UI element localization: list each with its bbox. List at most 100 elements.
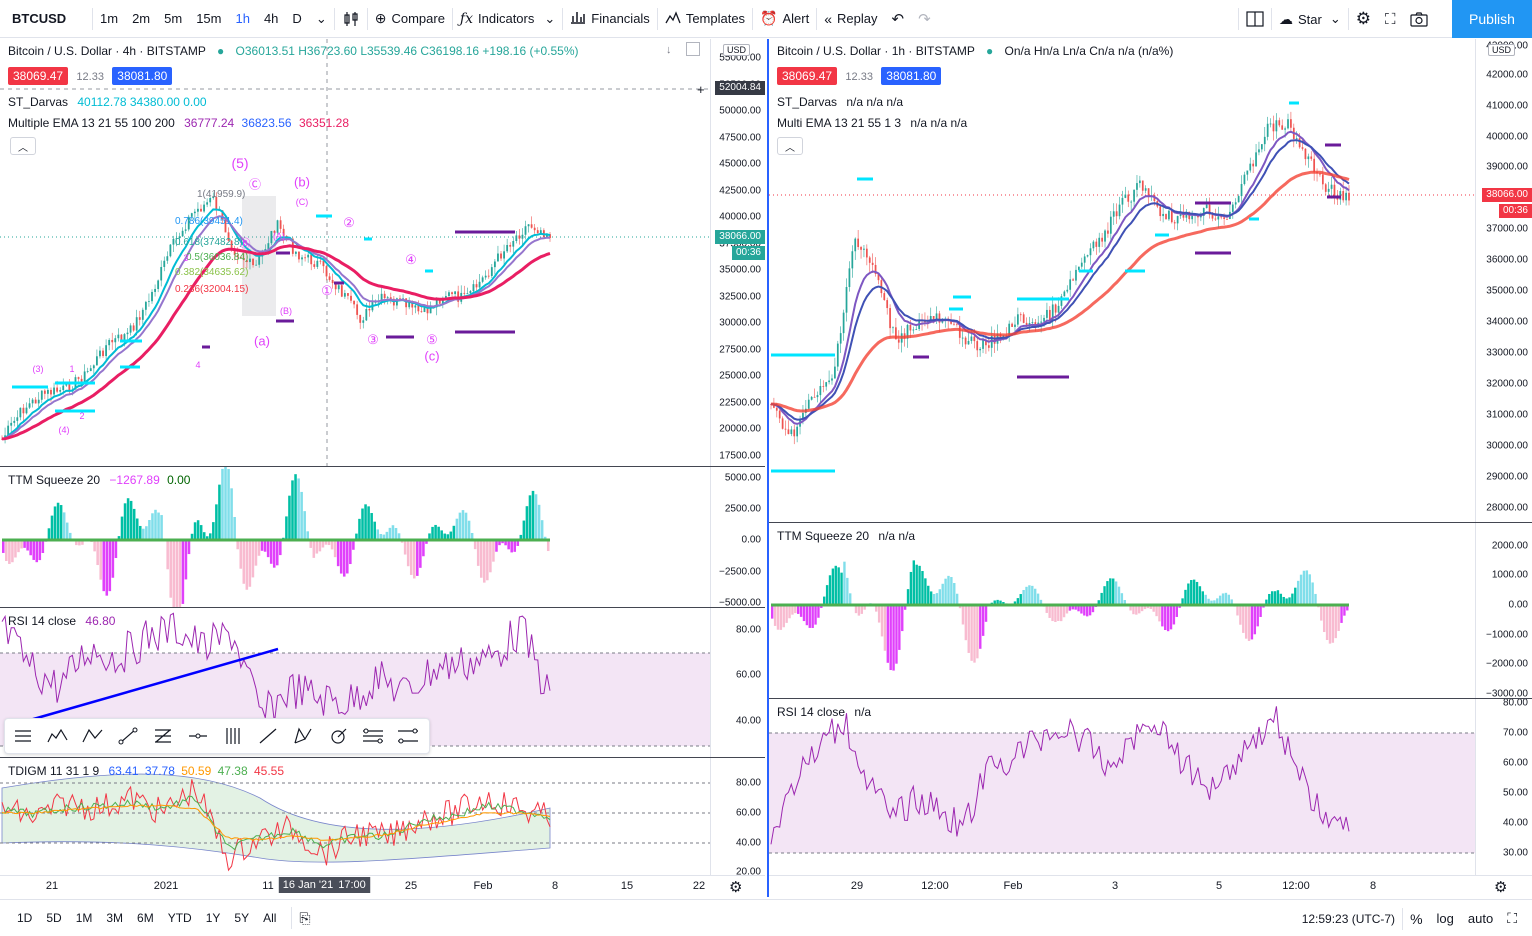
left-price-pane[interactable]: 55000.0052500.0050000.0047500.0045000.00… <box>0 39 765 466</box>
right-ttm-pane[interactable]: 2000.00 1000.00 0.00 −1000.00 −2000.00 −3000.… <box>769 523 1532 698</box>
right-chart-panel[interactable]: 43000.0042000.0041000.0040000.0039000.00… <box>767 39 1532 897</box>
rsi-legend[interactable]: RSI 14 close n/a <box>777 705 871 719</box>
left-ttm-chart[interactable] <box>0 467 710 607</box>
interval-1h[interactable]: 1h <box>235 11 250 26</box>
currency-badge[interactable]: USD <box>1488 44 1516 56</box>
left-rsi-axis[interactable]: 80.00 60.00 40.00 <box>710 608 765 757</box>
elliott-impulse-icon[interactable] <box>40 719 75 753</box>
left-ttm-axis[interactable]: 5000.00 2500.00 0.00 −2500.00 −5000.00 <box>710 467 765 607</box>
ema-legend[interactable]: Multiple EMA 13 21 55 100 200 36777.24 3… <box>8 116 349 130</box>
trend-line-icon[interactable] <box>110 719 145 753</box>
indicators-button[interactable]: ƒx Indicators ⌄ <box>453 0 562 38</box>
chevron-down-icon[interactable]: ⌄ <box>315 10 327 26</box>
right-rsi-chart[interactable] <box>769 699 1475 875</box>
interval-1m[interactable]: 1m <box>100 11 119 26</box>
gear-icon[interactable]: ⚙ <box>729 879 743 896</box>
darvas-legend[interactable]: ST_Darvas 40112.78 34380.00 0.00 <box>8 95 207 109</box>
gear-icon[interactable]: ⚙ <box>1355 9 1371 28</box>
gear-icon[interactable]: ⚙ <box>1494 879 1508 896</box>
left-ttm-pane[interactable]: 5000.00 2500.00 0.00 −2500.00 −5000.00 TTM S… <box>0 467 765 607</box>
range-6m[interactable]: 6M <box>137 911 154 925</box>
bid-price-badge[interactable]: 38069.47 <box>777 67 838 85</box>
currency-badge[interactable]: USD <box>723 44 751 56</box>
log-scale-toggle[interactable]: log <box>1436 911 1454 926</box>
collapse-legend-button[interactable]: ︿ <box>10 137 36 155</box>
left-price-chart[interactable] <box>0 39 710 466</box>
range-5y[interactable]: 5Y <box>234 911 250 925</box>
rsi-legend[interactable]: RSI 14 close 46.80 <box>8 614 115 628</box>
fib-retracement-icon[interactable] <box>145 719 180 753</box>
right-time-axis[interactable]: 29 12:00 Feb 3 5 12:00 8 ⚙ <box>769 875 1532 897</box>
ask-price-badge[interactable]: 38081.80 <box>881 67 942 85</box>
replay-button[interactable]: « Replay <box>817 0 884 38</box>
clock-readout[interactable]: 12:59:23 (UTC-7) <box>1301 911 1396 926</box>
range-all[interactable]: All <box>263 911 277 925</box>
pane-divider[interactable] <box>0 607 765 608</box>
layout-icon[interactable] <box>1239 0 1271 38</box>
collapse-legend-button[interactable]: ︿ <box>777 137 803 155</box>
templates-button[interactable]: Templates <box>658 0 752 38</box>
horizontal-line-icon[interactable] <box>180 719 215 753</box>
crosshair-plus-icon[interactable]: + <box>697 82 705 97</box>
right-price-pane[interactable]: 43000.0042000.0041000.0040000.0039000.00… <box>769 39 1532 522</box>
right-ttm-axis[interactable]: 2000.00 1000.00 0.00 −1000.00 −2000.00 −3000.… <box>1475 523 1532 698</box>
right-ttm-chart[interactable] <box>769 523 1475 698</box>
financials-button[interactable]: Financials <box>563 0 657 38</box>
right-rsi-axis[interactable]: 80.00 70.00 60.00 50.00 40.00 30.00 <box>1475 699 1532 875</box>
fullscreen-icon[interactable]: ⛶ <box>1385 10 1396 28</box>
ray-icon[interactable] <box>250 719 285 753</box>
right-rsi-pane[interactable]: 80.00 70.00 60.00 50.00 40.00 30.00 RSI 14 cl… <box>769 699 1532 875</box>
ttm-legend[interactable]: TTM Squeeze 20 −1267.89 0.00 <box>8 473 190 487</box>
range-5d[interactable]: 5D <box>46 911 62 925</box>
left-tdi-chart[interactable] <box>0 758 710 876</box>
left-chart-panel[interactable]: 55000.0052500.0050000.0047500.0045000.00… <box>0 39 765 897</box>
maximize-pane-icon[interactable] <box>686 42 700 56</box>
range-1d[interactable]: 1D <box>17 911 33 925</box>
bid-price-badge[interactable]: 38069.47 <box>8 67 69 85</box>
auto-scale-toggle[interactable]: auto <box>1467 911 1494 926</box>
price-range-icon[interactable] <box>390 719 425 753</box>
vertical-lines-icon[interactable] <box>215 719 250 753</box>
pane-divider[interactable] <box>769 522 1532 523</box>
range-1m[interactable]: 1M <box>75 911 93 925</box>
ema-legend[interactable]: Multi EMA 13 21 55 1 3 n/a n/a n/a <box>777 116 967 130</box>
camera-icon[interactable] <box>1403 0 1435 38</box>
drag-handle-icon[interactable] <box>5 719 40 753</box>
right-price-chart[interactable] <box>769 39 1475 522</box>
pane-divider[interactable] <box>769 698 1532 699</box>
range-1y[interactable]: 1Y <box>205 911 221 925</box>
left-time-axis[interactable]: 21 2021 11 16 Jan '21 17:00 25 Feb 8 15 … <box>0 875 765 897</box>
pane-divider[interactable] <box>0 757 765 758</box>
ttm-legend[interactable]: TTM Squeeze 20 n/a n/a <box>777 529 915 543</box>
publish-button[interactable]: Publish <box>1452 0 1532 38</box>
range-ytd[interactable]: YTD <box>167 911 192 925</box>
xabcd-pattern-icon[interactable] <box>285 719 320 753</box>
symbol-search[interactable]: BTCUSD <box>12 11 67 26</box>
interval-5m[interactable]: 5m <box>164 11 183 26</box>
compare-button[interactable]: ⊕ Compare <box>368 0 452 38</box>
interval-4h[interactable]: 4h <box>263 11 279 26</box>
darvas-legend[interactable]: ST_Darvas n/a n/a n/a <box>777 95 903 109</box>
ask-price-badge[interactable]: 38081.80 <box>112 67 173 85</box>
interval-15m[interactable]: 15m <box>196 11 222 26</box>
fullscreen-icon[interactable]: ⛶ <box>1507 910 1517 926</box>
tdi-legend[interactable]: TDIGM 11 31 1 9 63.41 37.78 50.59 47.38 … <box>8 764 284 778</box>
right-price-axis[interactable]: 43000.0042000.0041000.0040000.0039000.00… <box>1475 39 1532 522</box>
left-tdi-pane[interactable]: 80.00 60.00 40.00 20.00 TDIGM 11 31 1 9 63.… <box>0 758 765 876</box>
candle-style-icon[interactable] <box>335 0 367 38</box>
alert-button[interactable]: ⏰ Alert <box>753 0 816 38</box>
elliott-correction-icon[interactable] <box>75 719 110 753</box>
percent-scale-toggle[interactable]: % <box>1410 910 1423 927</box>
scroll-down-icon[interactable]: ↓ <box>666 44 672 56</box>
goto-date-icon[interactable]: ⎘ <box>299 909 311 926</box>
parallel-channel-icon[interactable] <box>355 719 390 753</box>
left-price-axis[interactable]: 55000.0052500.0050000.0047500.0045000.00… <box>710 39 765 466</box>
left-tdi-axis[interactable]: 80.00 60.00 40.00 20.00 <box>710 758 765 876</box>
curve-icon[interactable] <box>320 719 355 753</box>
interval-2m[interactable]: 2m <box>132 11 151 26</box>
range-3m[interactable]: 3M <box>106 911 124 925</box>
star-button[interactable]: ☁ Star ⌄ <box>1272 0 1348 38</box>
undo-icon[interactable]: ↶ <box>891 10 905 28</box>
redo-icon[interactable]: ↷ <box>918 10 931 28</box>
pane-divider[interactable] <box>0 466 765 467</box>
